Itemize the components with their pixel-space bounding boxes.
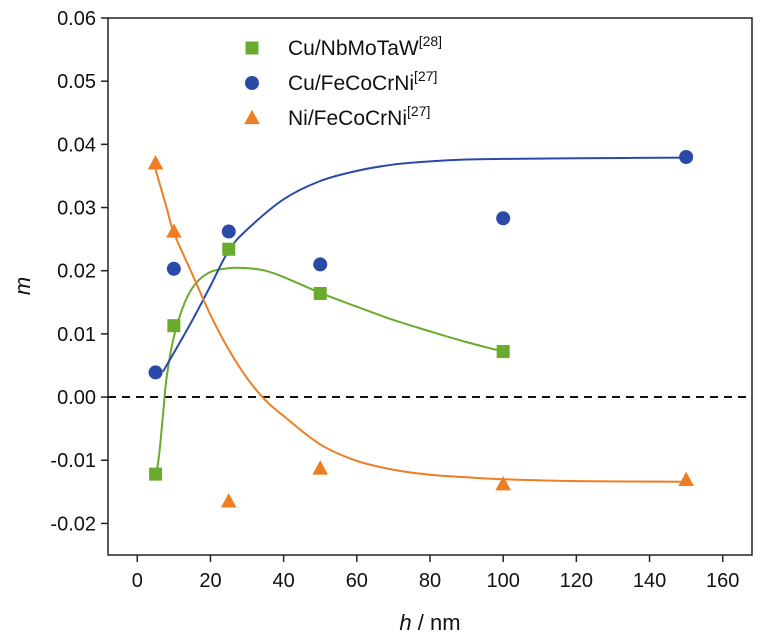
fit-curves bbox=[154, 156, 687, 483]
legend-series-name: Cu/NbMoTaW bbox=[288, 37, 419, 60]
axis-ticks: 0 20 40 60 80 100 120 140 160 -0.02 -0.01 0.00 0.01 0… bbox=[50, 8, 739, 592]
x-tick-label: 120 bbox=[560, 570, 593, 592]
data-point-triangle-series bbox=[312, 460, 329, 475]
legend-reference: [28] bbox=[419, 33, 442, 49]
data-point-square-series bbox=[222, 242, 236, 256]
data-point-triangle-series bbox=[220, 493, 237, 508]
data-point-square-series bbox=[496, 345, 510, 359]
data-point-square-series bbox=[149, 467, 163, 481]
legend-label: Ni/FeCoCrNi[27] bbox=[288, 103, 430, 130]
legend-circle-marker bbox=[245, 76, 259, 90]
fit-curve-triangle-series bbox=[154, 169, 687, 483]
legend-series-name: Ni/FeCoCrNi bbox=[288, 107, 407, 130]
y-tick-label: 0.01 bbox=[57, 324, 96, 346]
legend-label: Cu/NbMoTaW[28] bbox=[288, 33, 442, 60]
x-tick-label: 160 bbox=[706, 570, 739, 592]
legend: Cu/NbMoTaW[28]Cu/FeCoCrNi[27]Ni/FeCoCrNi… bbox=[244, 33, 442, 130]
x-tick-label: 60 bbox=[346, 570, 368, 592]
legend-item: Cu/NbMoTaW[28] bbox=[245, 33, 442, 60]
data-point-triangle-series bbox=[147, 155, 164, 170]
x-tick-label: 100 bbox=[486, 570, 519, 592]
data-point-triangle-series bbox=[678, 471, 694, 486]
x-tick-label: 0 bbox=[132, 570, 143, 592]
y-tick-label: 0.03 bbox=[57, 198, 96, 220]
y-tick-label: 0.02 bbox=[57, 261, 96, 283]
legend-series-name: Cu/FeCoCrNi bbox=[288, 72, 414, 95]
y-tick-label: 0.05 bbox=[57, 71, 96, 93]
x-tick-label: 40 bbox=[273, 570, 295, 592]
legend-reference: [27] bbox=[414, 68, 437, 84]
data-point-triangle-series bbox=[166, 223, 182, 238]
data-points bbox=[147, 149, 694, 508]
x-axis-label-symbol: h bbox=[399, 610, 411, 635]
y-tick-label: 0.04 bbox=[57, 134, 96, 156]
x-tick-label: 20 bbox=[199, 570, 221, 592]
data-point-triangle-series bbox=[495, 476, 511, 491]
data-point-square-series bbox=[313, 286, 327, 300]
data-point-circle-series bbox=[496, 211, 511, 226]
y-axis-label: m bbox=[10, 277, 35, 295]
y-tick-label: -0.02 bbox=[50, 513, 96, 535]
x-axis-label: h / nm bbox=[399, 610, 460, 635]
fit-curve-square-series bbox=[154, 266, 504, 480]
data-point-square-series bbox=[167, 319, 181, 333]
legend-square-marker bbox=[245, 41, 259, 55]
legend-item: Cu/FeCoCrNi[27] bbox=[245, 68, 437, 95]
legend-reference: [27] bbox=[407, 103, 430, 119]
legend-item: Ni/FeCoCrNi[27] bbox=[244, 103, 430, 130]
y-tick-label: 0.06 bbox=[57, 8, 96, 30]
x-tick-label: 80 bbox=[419, 570, 441, 592]
data-point-circle-series bbox=[313, 257, 328, 272]
data-point-circle-series bbox=[679, 149, 694, 164]
data-point-circle-series bbox=[221, 224, 236, 239]
legend-triangle-marker bbox=[244, 109, 260, 125]
y-tick-label: 0.00 bbox=[57, 387, 96, 409]
legend-label: Cu/FeCoCrNi[27] bbox=[288, 68, 437, 95]
data-point-circle-series bbox=[166, 261, 181, 276]
x-tick-label: 140 bbox=[633, 570, 666, 592]
fit-curve-circle-series bbox=[162, 156, 687, 373]
data-point-circle-series bbox=[148, 365, 163, 380]
y-tick-label: -0.01 bbox=[50, 450, 96, 472]
x-axis-label-unit: / nm bbox=[412, 610, 461, 635]
